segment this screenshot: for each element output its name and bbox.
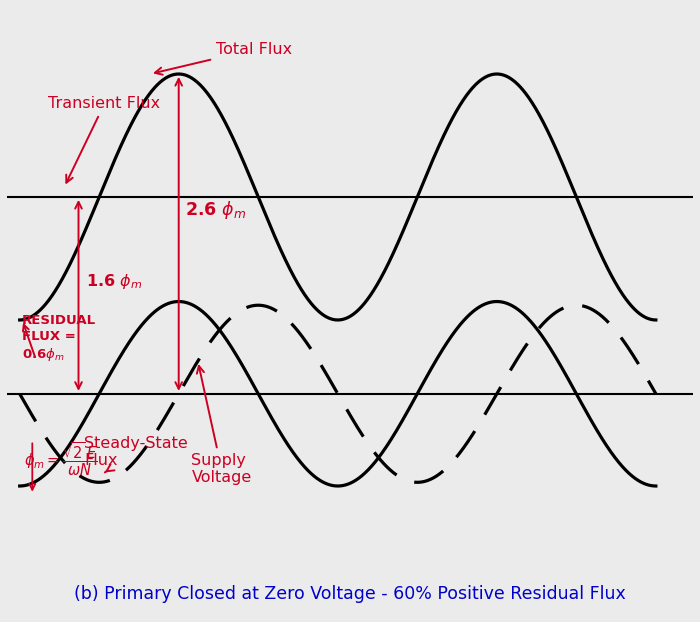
Text: Steady-State
Flux: Steady-State Flux (84, 435, 188, 473)
Text: 2.6 $\phi_m$: 2.6 $\phi_m$ (185, 200, 246, 221)
Text: Transient Flux: Transient Flux (48, 96, 160, 183)
Text: (b) Primary Closed at Zero Voltage - 60% Positive Residual Flux: (b) Primary Closed at Zero Voltage - 60%… (74, 585, 626, 603)
Text: $\phi_m = \dfrac{\sqrt{2}\,E}{\omega N}$: $\phi_m = \dfrac{\sqrt{2}\,E}{\omega N}$ (24, 440, 97, 478)
Text: Supply
Voltage: Supply Voltage (191, 366, 252, 485)
Text: 1.6 $\phi_m$: 1.6 $\phi_m$ (86, 272, 143, 290)
Text: RESIDUAL
FLUX =
0.6$\phi_m$: RESIDUAL FLUX = 0.6$\phi_m$ (22, 314, 97, 363)
Text: Total Flux: Total Flux (155, 42, 292, 75)
